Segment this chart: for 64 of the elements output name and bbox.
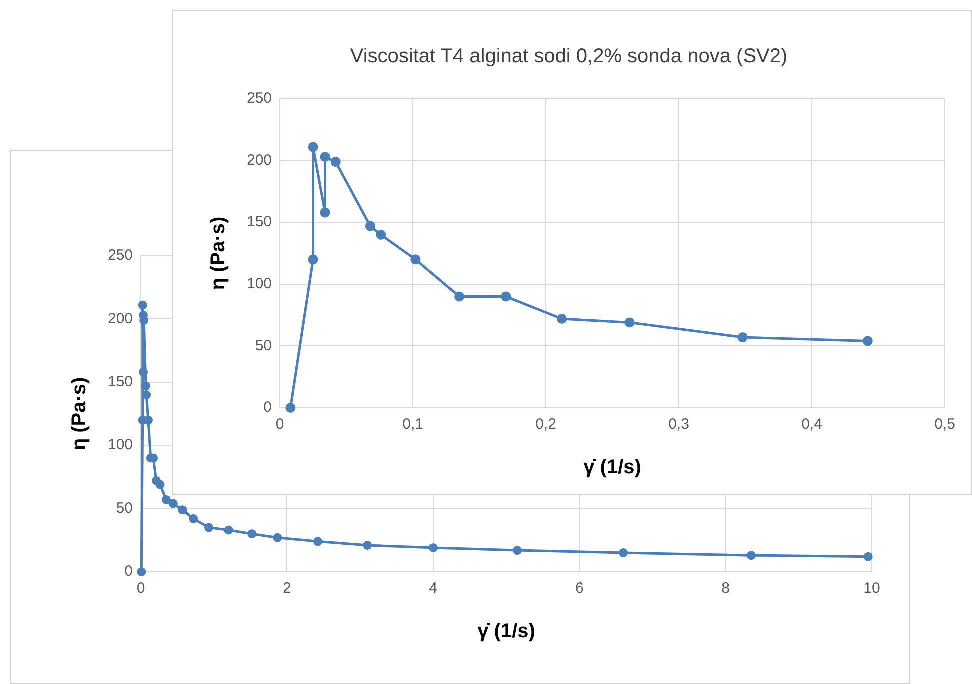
x-tick-label: 0: [276, 416, 284, 434]
point: [224, 526, 234, 535]
point: [501, 292, 512, 302]
y-tick-label: 200: [246, 152, 272, 169]
y-tick-label: 0: [124, 563, 134, 580]
point: [738, 332, 748, 343]
y-axis-title: η (Pa·s): [208, 216, 230, 290]
y-tick-label: 150: [246, 214, 272, 231]
point: [156, 480, 165, 490]
point: [363, 540, 372, 550]
point: [320, 152, 330, 162]
x-axis-title: γ̇ (1/s): [478, 620, 536, 643]
point: [248, 530, 257, 539]
x-tick-label: 6: [575, 580, 584, 598]
y-tick-label: 200: [108, 310, 134, 328]
x-tick-label: 10: [864, 580, 880, 598]
point: [410, 254, 421, 265]
x-tick-label: 0,2: [536, 416, 556, 434]
point: [428, 543, 438, 552]
x-tick-label: 0,1: [402, 416, 424, 434]
point: [189, 514, 198, 524]
point: [308, 142, 318, 152]
y-tick-label: 50: [255, 337, 272, 354]
point: [320, 208, 330, 218]
x-tick-label: 0,4: [802, 416, 822, 434]
point: [204, 523, 214, 532]
y-axis-title: η (Pa·s): [68, 377, 91, 451]
y-tick-label: 100: [108, 436, 134, 454]
point: [286, 403, 296, 413]
x-tick-label: 0: [136, 580, 146, 598]
point: [454, 292, 465, 302]
point: [624, 318, 635, 328]
x-tick-label: 4: [429, 580, 438, 598]
point: [178, 506, 188, 515]
y-tick-label: 150: [108, 374, 134, 391]
point: [556, 314, 567, 324]
point: [864, 552, 873, 562]
point: [138, 300, 148, 310]
x-tick-label: 0,5: [934, 416, 956, 434]
x-tick-label: 0,3: [668, 416, 690, 434]
x-tick-label: 2: [283, 580, 292, 598]
point: [365, 221, 376, 232]
chart-title: Viscositat T4 alginat sodi 0,2% sonda nova (SV2): [350, 46, 788, 68]
point: [313, 537, 322, 546]
point: [137, 568, 146, 576]
point: [862, 336, 873, 346]
point: [512, 546, 522, 556]
point: [162, 495, 171, 504]
point: [273, 533, 282, 542]
y-tick-label: 50: [116, 500, 134, 517]
point: [142, 382, 150, 391]
point: [746, 551, 756, 560]
y-tick-label: 250: [246, 90, 272, 108]
point: [308, 254, 318, 265]
point: [330, 157, 341, 168]
point: [376, 230, 386, 240]
point: [618, 548, 628, 558]
point: [168, 499, 178, 508]
x-axis-title: γ̇ (1/s): [584, 456, 642, 479]
point: [139, 368, 148, 377]
y-tick-label: 0: [264, 399, 272, 416]
x-tick-label: 8: [722, 580, 730, 598]
y-tick-label: 100: [246, 276, 272, 293]
y-tick-label: 250: [108, 247, 134, 264]
